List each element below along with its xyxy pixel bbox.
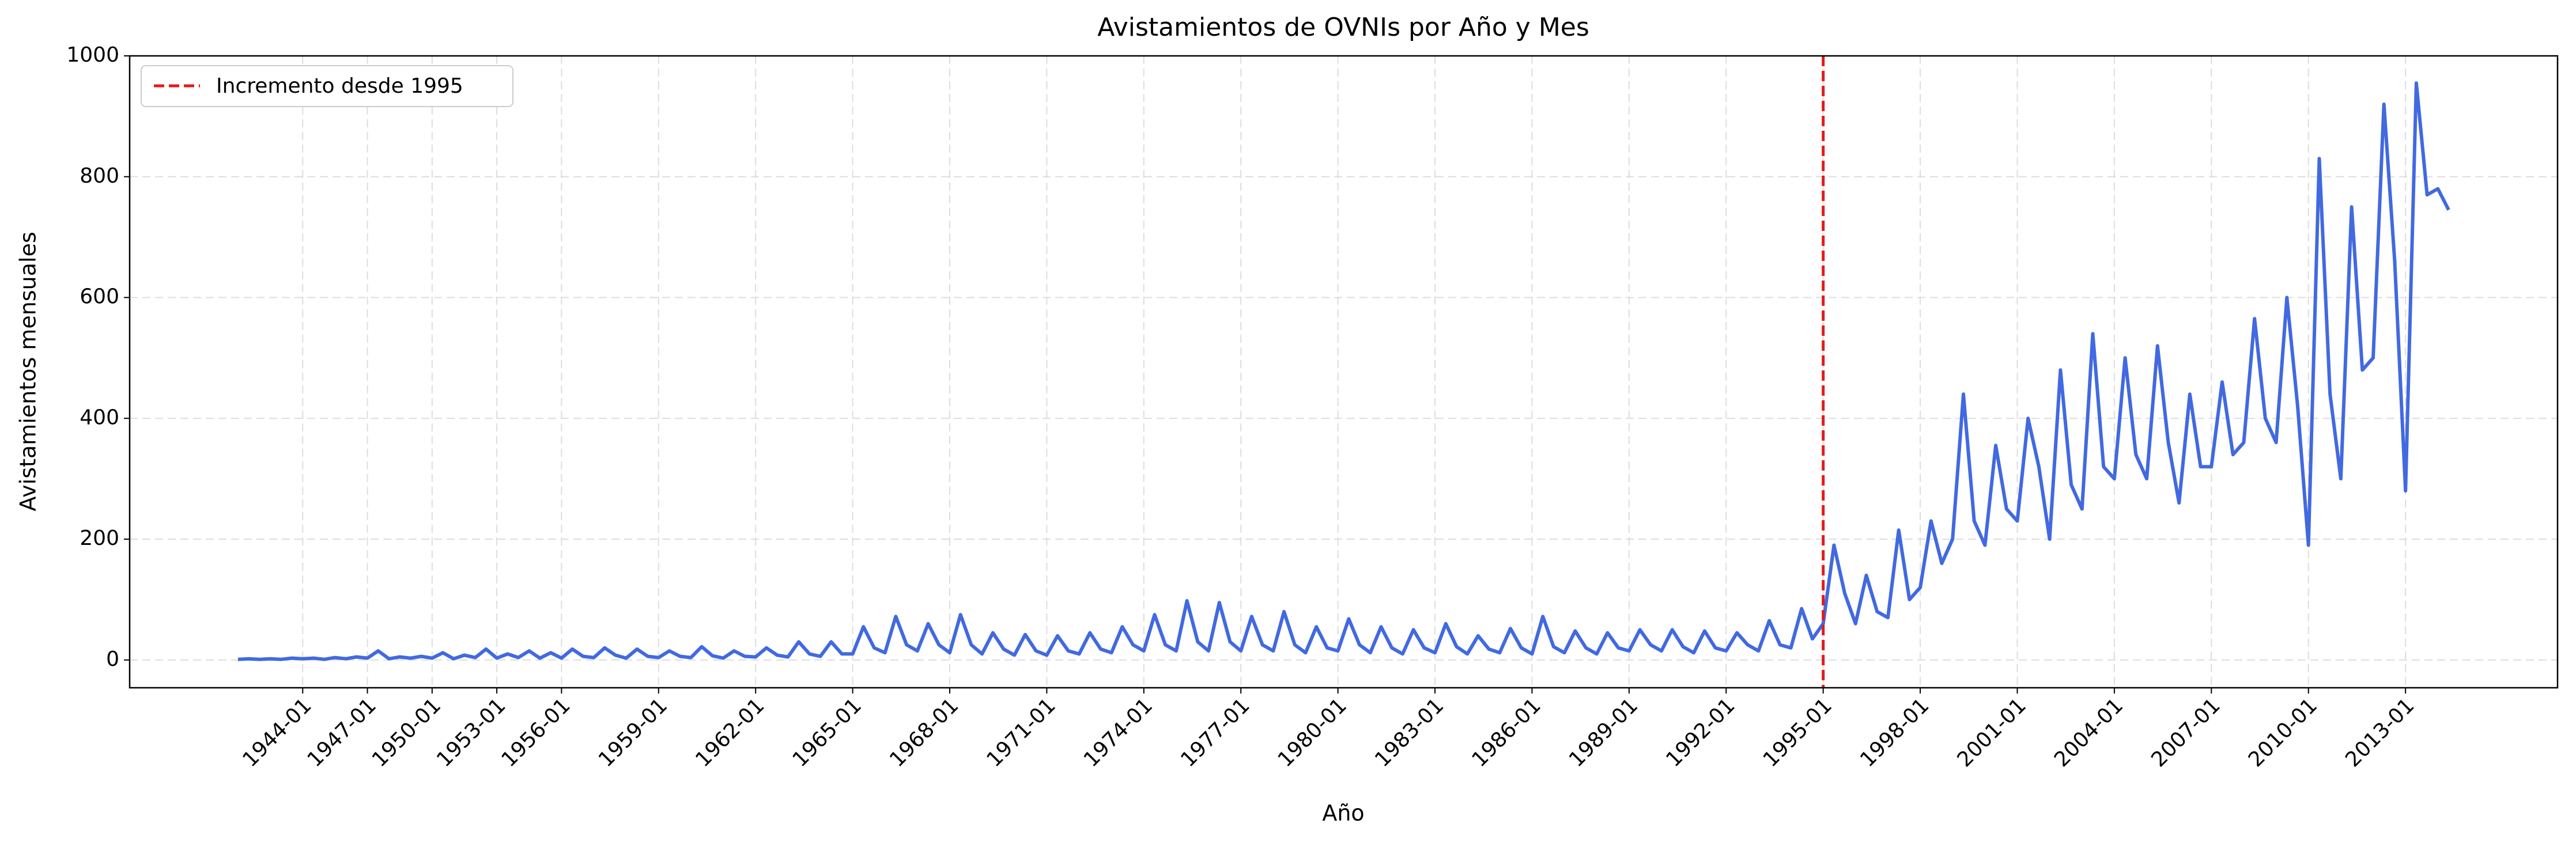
legend-label: Incremento desde 1995 bbox=[216, 74, 463, 98]
y-tick-label: 200 bbox=[80, 526, 119, 550]
x-axis-label: Año bbox=[1322, 801, 1364, 826]
y-tick-label: 400 bbox=[80, 406, 119, 429]
y-tick-label: 1000 bbox=[66, 43, 119, 67]
y-tick-label: 600 bbox=[80, 285, 119, 309]
y-tick-label: 0 bbox=[106, 647, 119, 671]
y-tick-label: 800 bbox=[80, 164, 119, 188]
data-line bbox=[237, 81, 2450, 661]
legend-box bbox=[141, 65, 513, 107]
y-axis-label: Avistamientos mensuales bbox=[16, 232, 41, 511]
plot-frame bbox=[129, 55, 2559, 689]
chart-title: Avistamientos de OVNIs por Año y Mes bbox=[1097, 13, 1589, 42]
